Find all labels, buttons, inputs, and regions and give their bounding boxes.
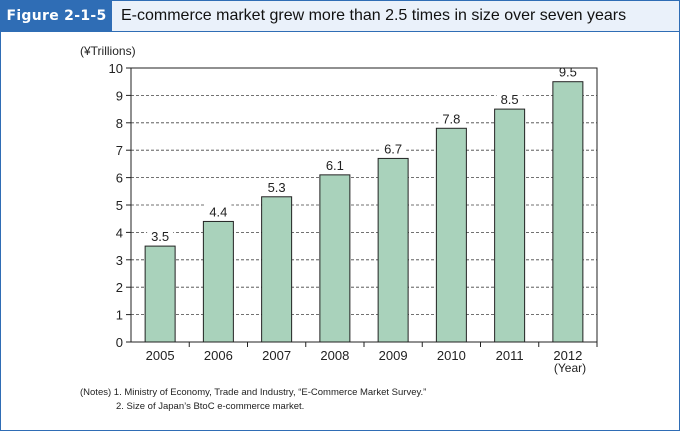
- x-tick-label: 2010: [437, 348, 466, 363]
- data-label-bg: [205, 204, 232, 219]
- data-label: 8.5: [501, 92, 519, 107]
- bar-2008: [319, 174, 351, 343]
- y-tick-label: 5: [116, 198, 123, 213]
- axes: 0 1 2 3 4 5 6 7 8 9 10 2005 2006 2007 2008 2009 2010 2011…: [109, 61, 598, 363]
- bar-2007: [261, 196, 293, 343]
- data-label-bg: [438, 111, 465, 126]
- data-label: 4.4: [209, 204, 227, 219]
- y-tick-label: 10: [109, 61, 123, 76]
- data-label: 7.8: [442, 111, 460, 126]
- bar-2011: [494, 108, 526, 343]
- data-label-bg: [147, 229, 174, 244]
- data-label-bg: [263, 179, 290, 194]
- x-tick-label: 2009: [379, 348, 408, 363]
- figure-label: Figure 2-1-5: [1, 1, 112, 31]
- bar-2005: [144, 245, 176, 343]
- chart-notes: (Notes) 1. Ministry of Economy, Trade an…: [80, 386, 426, 414]
- y-tick-label: 6: [116, 171, 123, 186]
- bar-2006: [202, 220, 234, 343]
- x-tick-label: 2006: [204, 348, 233, 363]
- x-tick-label: 2012: [553, 348, 582, 363]
- plot-frame: [130, 67, 598, 343]
- y-tick-label: 3: [116, 253, 123, 268]
- figure-title: E-commerce market grew more than 2.5 tim…: [121, 7, 627, 24]
- figure-header: Figure 2-1-5 E-commerce market grew more…: [1, 1, 679, 32]
- bar-2009: [377, 157, 409, 343]
- x-tick-label: 2011: [496, 348, 524, 363]
- y-tick-label: 8: [116, 116, 123, 131]
- y-tick-label: 2: [116, 280, 123, 295]
- y-tick-label: 1: [116, 308, 123, 323]
- data-label: 3.5: [151, 229, 169, 244]
- bars: 3.5 4.4 5.3 6.1 6.7 7.8 8.5 9.5: [144, 64, 584, 343]
- note-2: 2. Size of Japan’s BtoC e-commerce marke…: [116, 401, 305, 412]
- x-tick-label: 2007: [262, 348, 291, 363]
- note-1: (Notes) 1. Ministry of Economy, Trade an…: [80, 387, 427, 398]
- bar-2012: [552, 81, 584, 343]
- data-label: 6.7: [384, 141, 402, 156]
- y-axis-label: (¥Trillions): [80, 44, 136, 58]
- bar-2010: [435, 127, 467, 343]
- y-tick-label: 0: [116, 335, 123, 350]
- y-tick-label: 4: [116, 225, 123, 240]
- data-label-bg: [496, 92, 523, 107]
- data-label: 6.1: [326, 158, 344, 173]
- x-axis-label: (Year): [554, 361, 586, 375]
- y-tick-label: 9: [116, 88, 123, 103]
- data-label: 9.5: [559, 65, 577, 80]
- data-label-bg: [321, 157, 348, 172]
- x-tick-label: 2008: [320, 348, 349, 363]
- data-label: 5.3: [268, 180, 286, 195]
- x-tick-label: 2005: [146, 348, 175, 363]
- grid-lines: [131, 67, 597, 316]
- y-tick-label: 7: [116, 143, 123, 158]
- data-label-bg: [380, 141, 407, 156]
